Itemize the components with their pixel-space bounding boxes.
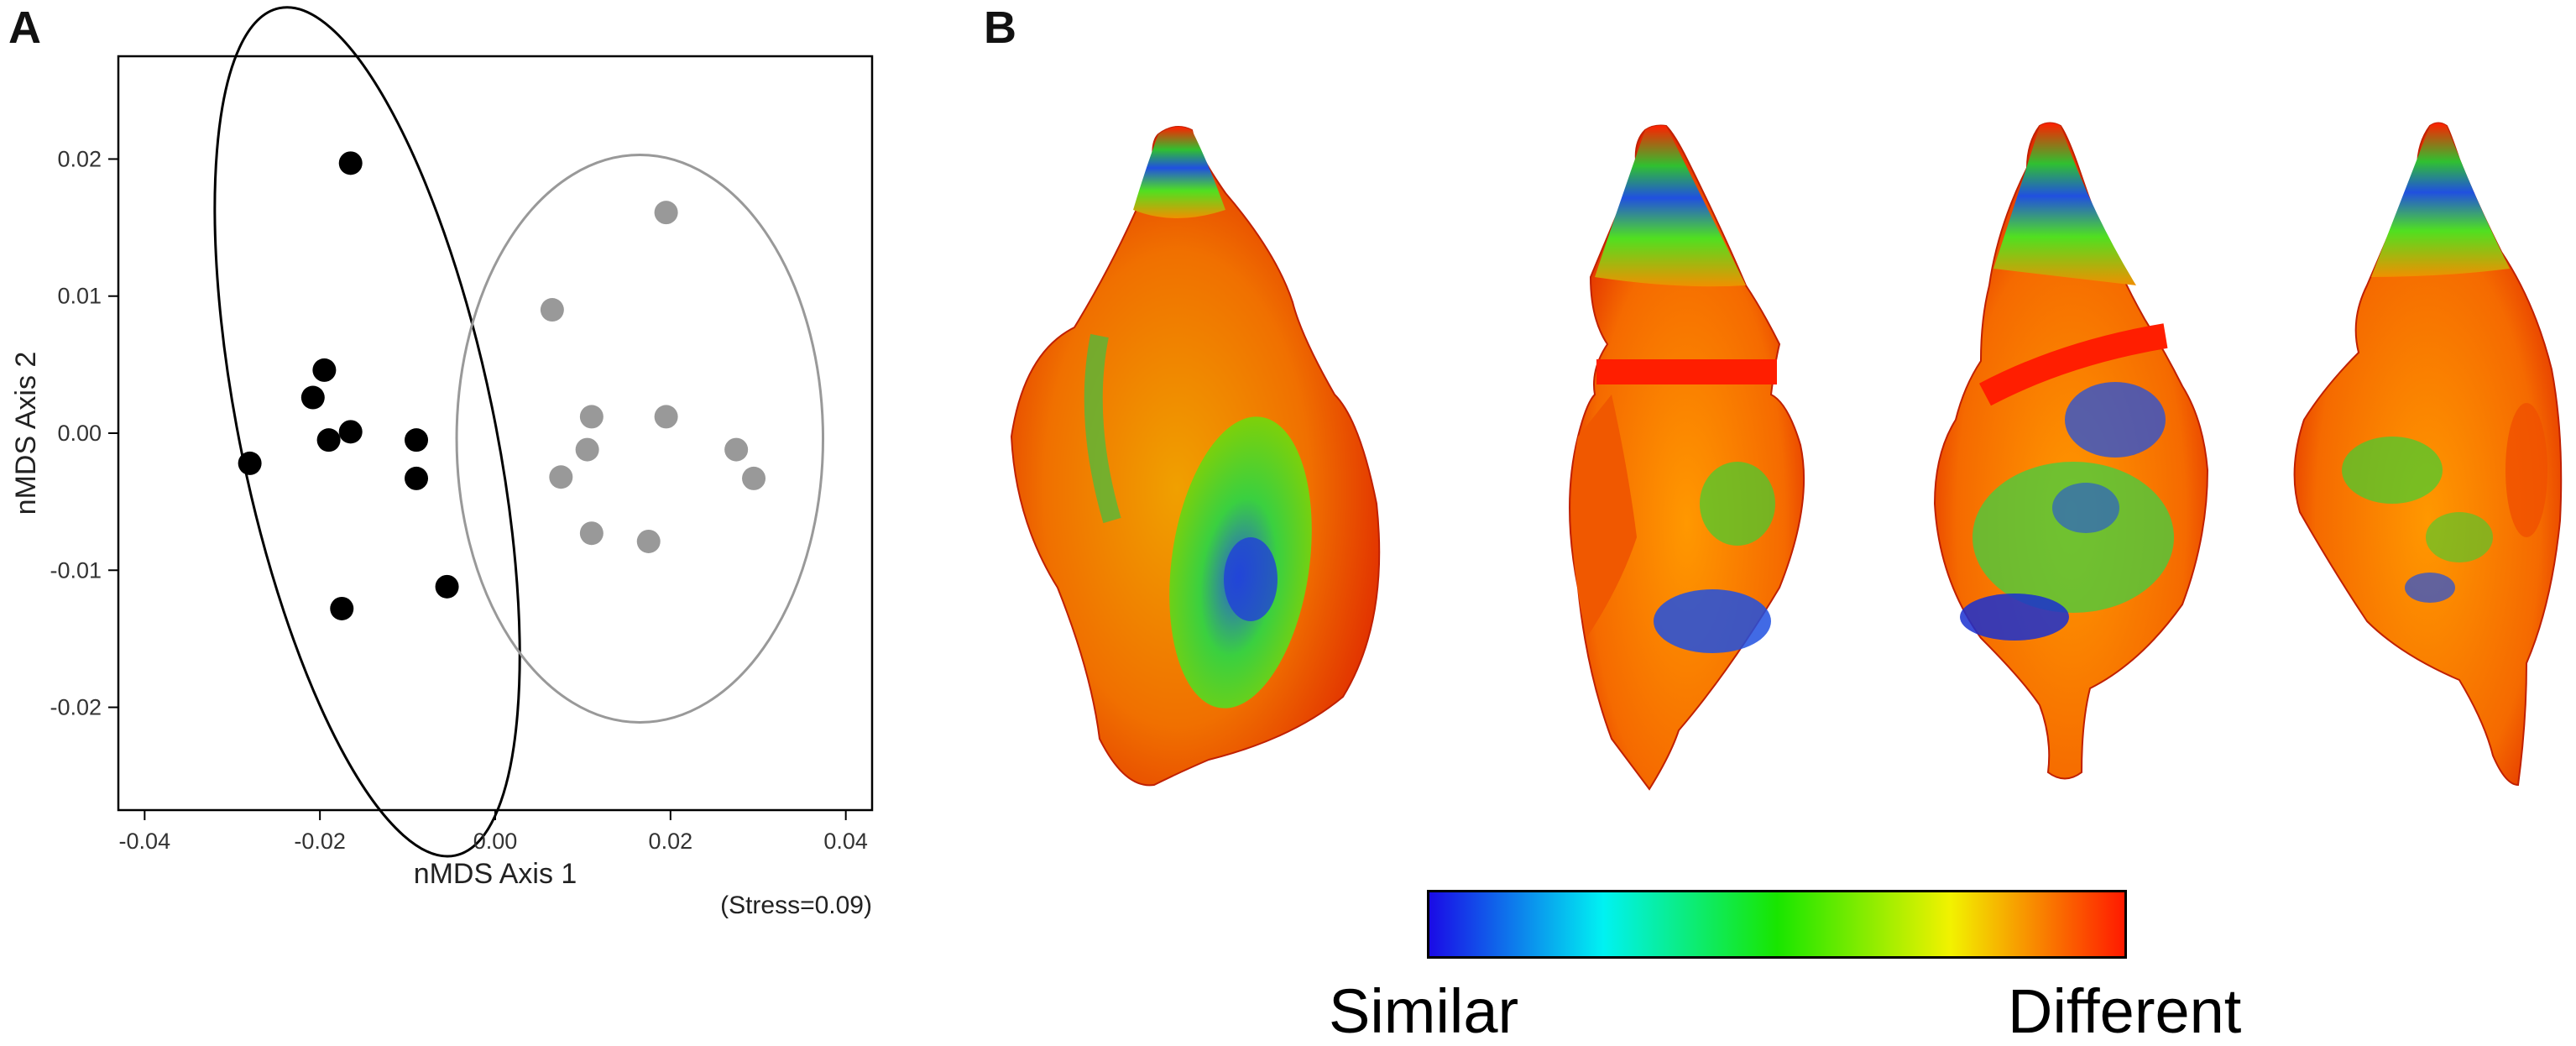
group-1-point — [405, 466, 429, 490]
group-2-point — [742, 466, 766, 490]
group-2-point — [654, 405, 678, 429]
group-1-point — [405, 428, 429, 452]
plot-frame — [117, 55, 874, 812]
x-tick-label: -0.04 — [119, 829, 171, 854]
colorbar — [1427, 890, 2127, 959]
stress-annotation: (Stress=0.09) — [720, 892, 872, 919]
y-tick-label: 0.00 — [57, 421, 102, 446]
shell-view-apertural — [1010, 126, 1381, 787]
panel-b-label: B — [984, 3, 1016, 53]
group-2-point — [654, 201, 678, 225]
group-1-point — [312, 358, 337, 382]
x-tick-label: -0.02 — [294, 829, 346, 854]
y-axis-ticks: -0.02 -0.01 0.00 0.01 0.02 — [50, 146, 118, 720]
group-2-point — [549, 465, 573, 489]
x-axis-ticks: -0.04 -0.02 0.00 0.02 0.04 — [119, 810, 868, 854]
group-2-point — [636, 529, 661, 553]
group-2-point — [540, 298, 564, 322]
shell-view-left-lateral — [1569, 124, 1805, 791]
x-axis-label: nMDS Axis 1 — [414, 858, 577, 890]
y-tick-label: 0.02 — [57, 146, 102, 171]
x-tick-label: 0.02 — [649, 829, 693, 854]
group-2-point — [579, 521, 604, 546]
shell-view-abapertural — [1933, 122, 2209, 780]
nmds-scatter-plot: -0.04 -0.02 0.00 0.02 0.04 -0.02 -0.01 0.00 0.0… — [10, 6, 874, 919]
x-tick-label: 0.04 — [823, 829, 868, 854]
group-2-point — [579, 405, 604, 429]
shell-view-right-lateral — [2293, 122, 2563, 787]
group-1-point — [338, 420, 363, 444]
y-tick-label: 0.01 — [57, 284, 102, 309]
points-layer — [238, 151, 766, 620]
colorbar-low-label: Similar — [1329, 976, 1519, 1046]
shell-deviation-maps — [1010, 122, 2563, 791]
colorbar-high-label: Different — [2008, 976, 2242, 1046]
group-2-point — [724, 437, 749, 462]
x-tick-label: 0.00 — [473, 829, 518, 854]
group-1-point — [330, 596, 354, 620]
group-1-point — [238, 451, 262, 475]
group-2-point — [575, 437, 599, 462]
y-tick-label: -0.01 — [50, 557, 102, 583]
panel-a-label: A — [8, 3, 41, 53]
group-1-point — [338, 151, 363, 175]
group-2-ellipse — [455, 154, 825, 724]
y-tick-label: -0.02 — [50, 695, 102, 720]
group-1-ellipse — [213, 6, 521, 858]
group-1-point — [316, 428, 341, 452]
y-axis-label: nMDS Axis 2 — [10, 352, 42, 515]
group-1-point — [300, 385, 325, 410]
ellipses-layer — [213, 6, 825, 858]
group-1-point — [435, 574, 459, 599]
